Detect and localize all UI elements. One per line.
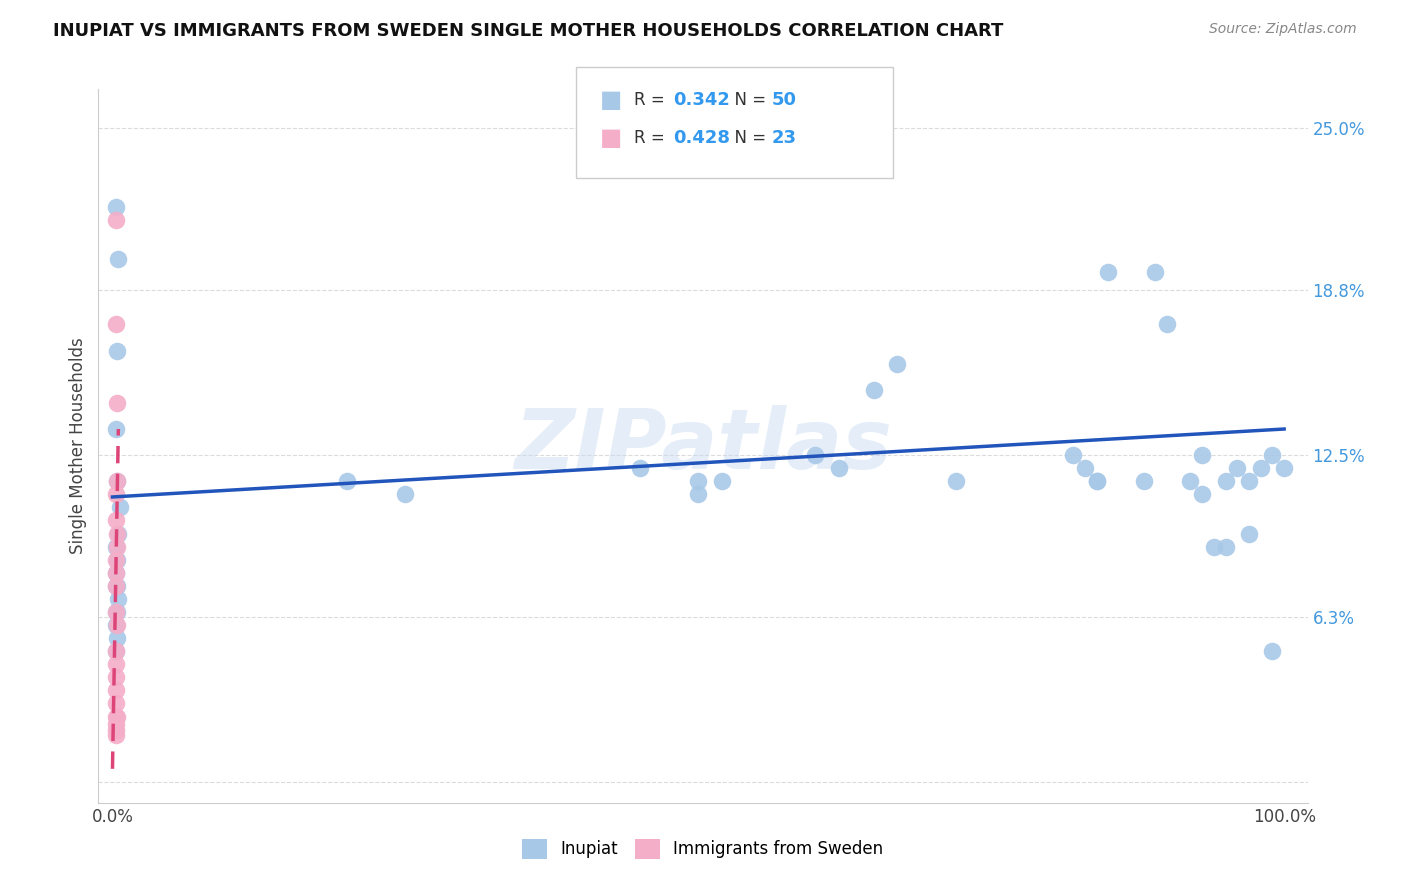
- Point: [336, 475, 359, 489]
- Point: [105, 697, 128, 711]
- Point: [1250, 461, 1272, 475]
- Point: [105, 566, 128, 580]
- Point: [105, 605, 128, 619]
- Point: [1215, 540, 1237, 554]
- Text: ■: ■: [600, 88, 623, 112]
- Point: [105, 422, 128, 436]
- Point: [1272, 461, 1295, 475]
- Point: [105, 540, 128, 554]
- Point: [105, 552, 128, 566]
- Point: [1261, 644, 1284, 658]
- Point: [105, 579, 128, 593]
- Point: [105, 644, 128, 658]
- Point: [107, 526, 129, 541]
- Point: [105, 717, 128, 731]
- Point: [688, 487, 710, 501]
- Point: [1085, 475, 1108, 489]
- Point: [105, 526, 128, 541]
- Point: [1261, 448, 1284, 462]
- Text: Source: ZipAtlas.com: Source: ZipAtlas.com: [1209, 22, 1357, 37]
- Point: [105, 318, 128, 332]
- Point: [107, 252, 129, 266]
- Point: [105, 487, 128, 501]
- Point: [1180, 475, 1202, 489]
- Point: [105, 200, 128, 214]
- Y-axis label: Single Mother Households: Single Mother Households: [69, 338, 87, 554]
- Point: [886, 357, 908, 371]
- Text: ■: ■: [600, 127, 623, 150]
- Point: [105, 552, 128, 566]
- Point: [828, 461, 851, 475]
- Point: [105, 566, 128, 580]
- Point: [1062, 448, 1084, 462]
- Point: [105, 728, 128, 742]
- Point: [107, 591, 129, 606]
- Point: [1237, 475, 1260, 489]
- Point: [710, 475, 733, 489]
- Point: [394, 487, 416, 501]
- Point: [105, 709, 128, 723]
- Point: [105, 579, 128, 593]
- Point: [1074, 461, 1097, 475]
- Point: [945, 475, 967, 489]
- Point: [105, 631, 128, 645]
- Point: [1202, 540, 1225, 554]
- Point: [804, 448, 827, 462]
- Point: [105, 723, 128, 737]
- Point: [1226, 461, 1249, 475]
- Point: [105, 683, 128, 698]
- Text: INUPIAT VS IMMIGRANTS FROM SWEDEN SINGLE MOTHER HOUSEHOLDS CORRELATION CHART: INUPIAT VS IMMIGRANTS FROM SWEDEN SINGLE…: [53, 22, 1004, 40]
- Text: R =: R =: [634, 91, 671, 109]
- Text: 50: 50: [772, 91, 797, 109]
- Text: R =: R =: [634, 129, 671, 147]
- Point: [105, 605, 128, 619]
- Point: [105, 579, 128, 593]
- Point: [688, 475, 710, 489]
- Text: N =: N =: [724, 129, 772, 147]
- Point: [105, 670, 128, 684]
- Point: [105, 657, 128, 672]
- Point: [105, 618, 128, 632]
- Text: N =: N =: [724, 91, 772, 109]
- Point: [1191, 448, 1213, 462]
- Text: 0.342: 0.342: [673, 91, 730, 109]
- Point: [1237, 526, 1260, 541]
- Point: [105, 343, 128, 358]
- Point: [105, 605, 128, 619]
- Point: [105, 644, 128, 658]
- Text: 0.428: 0.428: [673, 129, 731, 147]
- Legend: Inupiat, Immigrants from Sweden: Inupiat, Immigrants from Sweden: [516, 832, 890, 866]
- Point: [1215, 475, 1237, 489]
- Point: [105, 514, 128, 528]
- Point: [108, 500, 131, 515]
- Point: [863, 383, 886, 397]
- Point: [1097, 265, 1119, 279]
- Point: [105, 213, 128, 227]
- Point: [105, 618, 128, 632]
- Point: [1156, 318, 1178, 332]
- Point: [1132, 475, 1154, 489]
- Point: [105, 396, 128, 410]
- Point: [1085, 475, 1108, 489]
- Point: [105, 540, 128, 554]
- Point: [105, 475, 128, 489]
- Text: 23: 23: [772, 129, 797, 147]
- Point: [105, 709, 128, 723]
- Text: ZIPatlas: ZIPatlas: [515, 406, 891, 486]
- Point: [105, 475, 128, 489]
- Point: [628, 461, 651, 475]
- Point: [1191, 487, 1213, 501]
- Point: [1144, 265, 1167, 279]
